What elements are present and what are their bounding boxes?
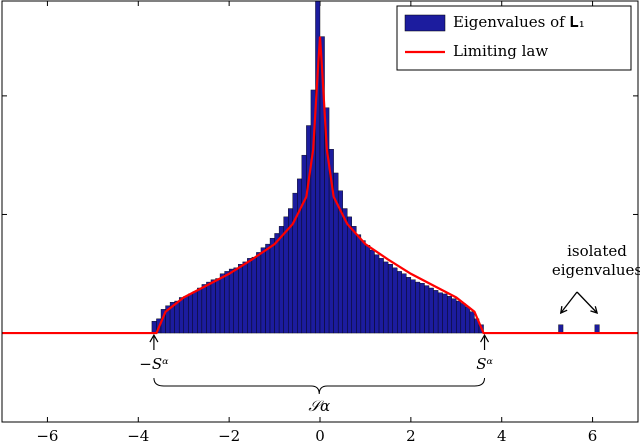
histogram-bar [260,247,266,334]
histogram-bar [410,279,416,334]
isolated-bar [594,324,600,334]
histogram-bar [224,271,230,334]
histogram-bar [192,291,198,334]
plot-frame [1,0,639,423]
histogram-bar [197,287,203,334]
histogram-bar [447,296,452,334]
isolated-label: eigenvalues [552,261,640,279]
histogram-bar [265,243,271,334]
x-tick-label: −2 [218,427,240,445]
x-tick-label: 6 [588,427,598,445]
support-brace [153,377,486,395]
edge-arrowhead [480,333,490,343]
isolated-label: isolated [567,242,627,260]
histogram-bar [456,300,462,334]
histogram-bar [233,267,239,334]
isolated-arrowhead [559,305,568,315]
histogram-bar [228,268,234,334]
histogram-bar [360,240,366,334]
histogram-bar [424,285,430,334]
histogram-bar [383,261,389,334]
histogram-bar [469,311,475,334]
histogram-bar [437,292,443,334]
histogram-bar [256,252,262,334]
histogram-bar [297,178,303,334]
histogram-bar [415,281,421,334]
histogram-bar [306,125,312,334]
histogram-bar [451,298,457,334]
histogram-bar [406,277,412,334]
histogram-bar [219,273,225,334]
x-tick-label: 2 [406,427,416,445]
histogram-bar [238,264,243,334]
histogram-bar [242,261,248,334]
isolated-bar [558,324,564,334]
histogram-bar [247,258,253,334]
legend-swatch [404,14,446,32]
histogram-bar [433,290,439,334]
isolated-arrow [576,291,598,314]
histogram-bar [387,264,393,334]
histogram-bar [278,226,284,334]
x-tick-label: −6 [36,427,58,445]
histogram-bar [301,154,307,334]
isolated-arrow [560,291,578,314]
histogram-bar [401,273,407,334]
histogram-bar [392,267,398,334]
edge-arrowhead [149,333,159,343]
histogram-bar [210,279,216,334]
histogram-bar [356,234,362,334]
limiting-law-line [2,36,638,335]
isolated-arrowhead [590,306,599,314]
histogram-bar [215,278,221,334]
edge-label: −Sᵅ [139,355,169,373]
edge-label: Sᵅ [476,355,493,373]
x-tick-label: 4 [497,427,507,445]
histogram-bar [206,281,212,334]
histogram-bar [274,233,280,334]
histogram-bar [378,258,384,334]
histogram-bar [465,306,471,334]
histogram-bar [342,208,348,334]
x-tick-label: −4 [127,427,149,445]
histogram-bar [442,293,448,334]
histogram-bar [269,237,275,334]
x-tick-label: 0 [315,427,325,445]
histogram-bar [428,287,434,334]
legend-label: Limiting law [453,42,548,60]
histogram-bar [251,256,257,334]
histogram-bar [369,249,375,334]
histogram-bar [178,297,184,334]
histogram-bar [201,284,207,334]
histogram-bar [151,320,157,334]
histogram-bar [460,303,466,334]
legend-label: Eigenvalues of 𝐋₁ [453,13,585,31]
histogram-bar [397,271,402,334]
histogram-bar [347,216,352,334]
histogram-bar [174,300,180,334]
histogram-bar [419,283,425,334]
histogram-bar [351,226,357,334]
histogram-bar [188,293,193,334]
histogram-bar [183,296,189,334]
histogram-bar [374,254,380,334]
support-label: 𝒮α [308,397,330,415]
histogram-bar [365,245,371,334]
